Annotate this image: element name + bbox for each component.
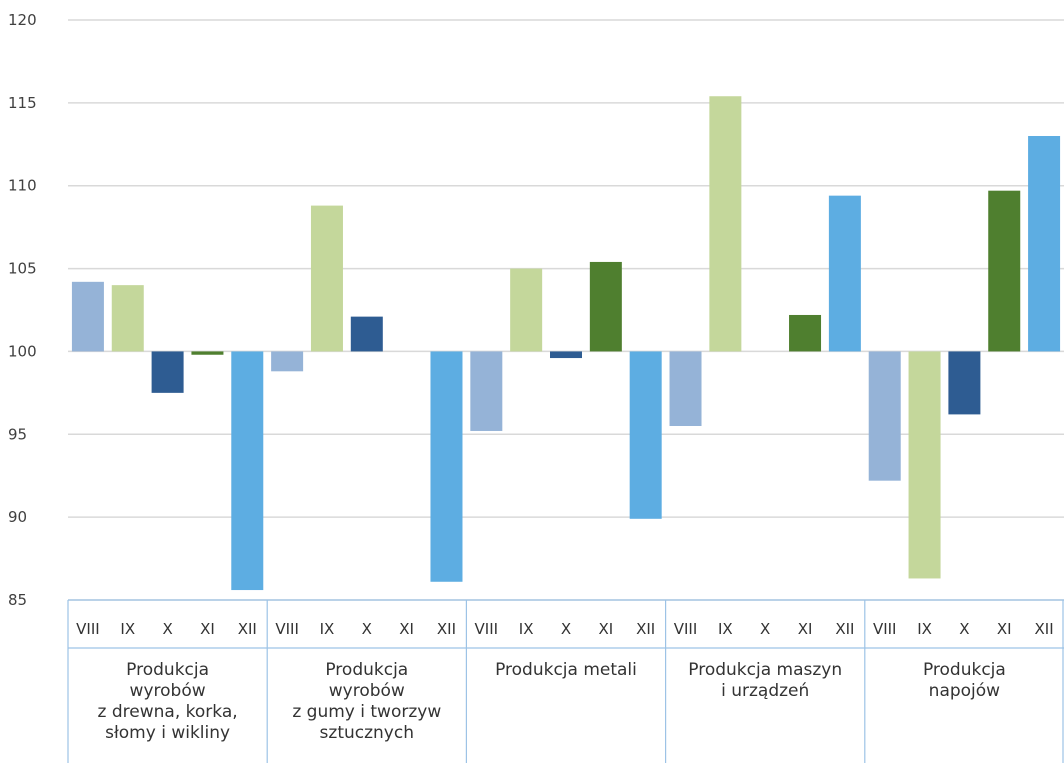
bar-xi — [191, 351, 224, 355]
group-label: Produkcja wyrobów z drewna, korka, słomy… — [97, 660, 238, 743]
x-tick-label: IX — [718, 620, 733, 638]
bar-x — [350, 316, 383, 352]
bar-x — [151, 351, 184, 393]
y-tick-label: 100 — [8, 342, 37, 360]
x-tick-label: XI — [798, 620, 813, 638]
x-tick-label: IX — [120, 620, 135, 638]
x-tick-label: X — [959, 620, 969, 638]
group-label: Produkcja metali — [495, 660, 637, 680]
x-tick-label: XII — [437, 620, 456, 638]
bar-viii — [868, 351, 901, 481]
bar-xii — [231, 351, 264, 591]
y-tick-label: 95 — [8, 425, 27, 443]
x-tick-label: XI — [997, 620, 1012, 638]
x-tick-label: VIII — [76, 620, 100, 638]
bar-xii — [629, 351, 662, 519]
x-tick-label: IX — [519, 620, 534, 638]
x-tick-label: XI — [399, 620, 414, 638]
x-tick-label: X — [362, 620, 372, 638]
bar-viii — [271, 351, 304, 372]
bar-xi — [589, 261, 622, 352]
x-tick-label: VIII — [275, 620, 299, 638]
group-label: Produkcja napojów — [922, 660, 1006, 701]
x-tick-label: IX — [320, 620, 335, 638]
bar-xi — [988, 190, 1021, 352]
y-tick-label: 115 — [8, 94, 37, 112]
x-tick-label: VIII — [674, 620, 698, 638]
x-tick-label: XII — [636, 620, 655, 638]
bar-ix — [310, 205, 343, 352]
bar-x — [948, 351, 981, 415]
x-tick-label: XII — [238, 620, 257, 638]
x-tick-label: VIII — [873, 620, 897, 638]
y-tick-label: 90 — [8, 508, 27, 526]
group-label: Produkcja maszyn i urządzeń — [688, 660, 843, 701]
bar-xii — [828, 195, 861, 352]
bar-ix — [111, 285, 144, 352]
x-tick-label: XI — [200, 620, 215, 638]
bar-xii — [1028, 136, 1061, 352]
x-tick-label: XII — [835, 620, 854, 638]
bar-x — [550, 351, 582, 359]
x-tick-label: VIII — [475, 620, 499, 638]
bar-ix — [709, 96, 742, 352]
y-tick-label: 120 — [8, 11, 37, 29]
x-tick-label: X — [561, 620, 571, 638]
bar-ix — [908, 351, 941, 579]
bar-viii — [71, 281, 104, 352]
x-tick-label: XII — [1035, 620, 1054, 638]
bar-viii — [669, 351, 702, 426]
bar-ix — [510, 268, 543, 352]
group-label: Produkcja wyrobów z gumy i tworzyw sztuc… — [292, 660, 442, 743]
bar-xii — [430, 351, 463, 582]
bar-viii — [470, 351, 503, 431]
x-tick-label: XI — [598, 620, 613, 638]
bar-xi — [789, 314, 822, 352]
x-tick-label: X — [760, 620, 770, 638]
y-tick-label: 105 — [8, 260, 37, 278]
y-tick-label: 110 — [8, 177, 37, 195]
x-tick-label: IX — [917, 620, 932, 638]
x-tick-label: X — [162, 620, 172, 638]
y-tick-label: 85 — [8, 591, 27, 609]
